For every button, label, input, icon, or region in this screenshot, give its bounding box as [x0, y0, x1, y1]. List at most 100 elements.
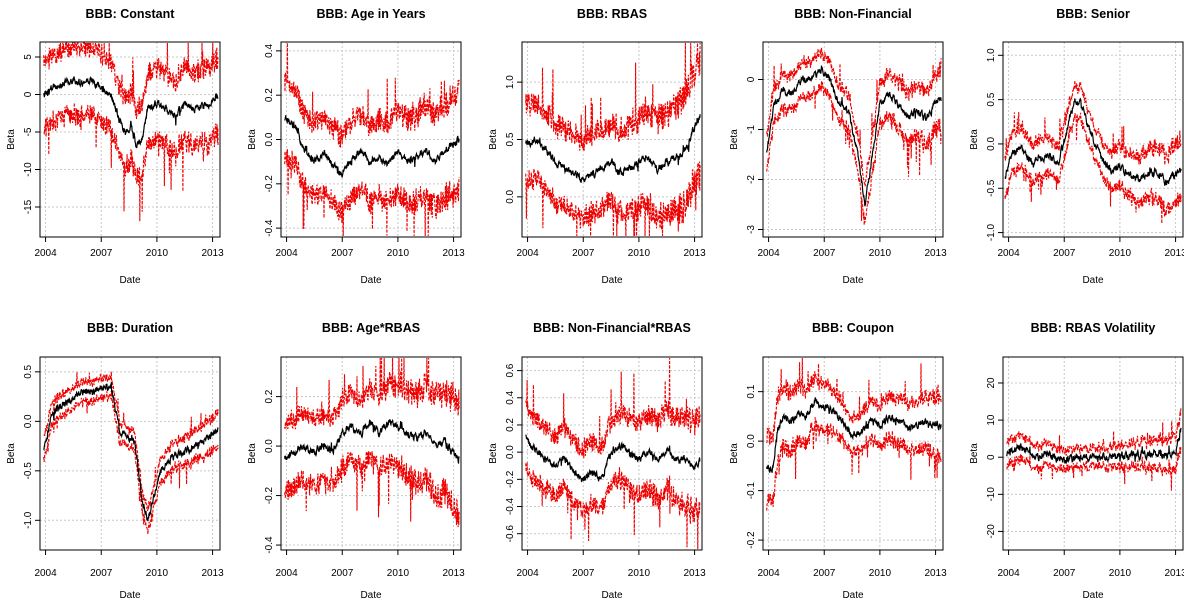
estimate-line — [766, 65, 942, 207]
upper-band-line — [284, 42, 460, 148]
y-tick-label: 0.0 — [746, 434, 757, 448]
y-tick-label: 1.0 — [986, 48, 997, 62]
plot-frame — [1002, 356, 1184, 551]
y-tick-label: -0.2 — [746, 531, 757, 549]
x-tick-label: 2010 — [1109, 248, 1132, 259]
lower-band-line — [43, 390, 219, 535]
lower-band-line — [1006, 447, 1182, 491]
x-tick-label: 2007 — [1053, 568, 1076, 579]
x-tick-label: 2004 — [757, 248, 780, 259]
x-tick-label: 2010 — [146, 568, 169, 579]
y-tick-label: 0.0 — [505, 189, 516, 203]
x-tick-label: 2004 — [34, 568, 57, 579]
panel-title: BBB: Senior — [1056, 7, 1130, 21]
y-tick-label: 0 — [746, 76, 757, 82]
y-tick-label: 0.2 — [264, 88, 275, 102]
x-axis-label: Date — [119, 275, 141, 286]
lower-band-line — [766, 80, 942, 226]
y-tick-label: 0 — [986, 454, 997, 460]
x-tick-label: 2013 — [201, 568, 224, 579]
y-axis-label: Beta — [247, 443, 258, 464]
y-tick-label: 0.0 — [505, 445, 516, 459]
estimate-line — [1006, 427, 1182, 464]
x-tick-label: 2007 — [572, 248, 595, 259]
plot-frame — [39, 356, 221, 551]
x-axis-label: Date — [360, 275, 382, 286]
x-tick-label: 2004 — [275, 568, 298, 579]
x-tick-label: 2013 — [1164, 248, 1184, 259]
upper-band-line — [525, 357, 701, 459]
x-tick-label: 2010 — [628, 248, 651, 259]
x-tick-label: 2013 — [683, 568, 706, 579]
y-tick-label: -3 — [746, 225, 757, 234]
y-tick-label: -0.4 — [505, 497, 516, 515]
plot-frame — [762, 356, 944, 551]
x-tick-label: 2007 — [331, 248, 354, 259]
x-tick-label: 2007 — [813, 568, 836, 579]
x-tick-label: 2010 — [869, 248, 892, 259]
y-tick-label: -0.5 — [23, 462, 34, 480]
upper-band-line — [284, 357, 460, 430]
y-axis-label: Beta — [488, 129, 499, 150]
upper-band-line — [766, 357, 942, 445]
panel-title: BBB: Age in Years — [316, 7, 425, 21]
lower-band-line — [1004, 112, 1182, 224]
lower-band-line — [284, 450, 460, 528]
estimate-line — [43, 76, 219, 149]
panel-title: BBB: RBAS Volatility — [1031, 321, 1156, 335]
y-axis-label: Beta — [969, 129, 980, 150]
y-tick-label: -0.1 — [746, 482, 757, 500]
x-tick-label: 2013 — [442, 568, 465, 579]
x-tick-label: 2013 — [924, 248, 947, 259]
panel-7: BBB: Non-Financial*RBAS 2004 2007 2010 2013 -… — [488, 321, 706, 601]
panel-title: BBB: Non-Financial*RBAS — [533, 321, 691, 335]
x-tick-label: 2013 — [442, 248, 465, 259]
panel-title: BBB: Non-Financial — [794, 7, 911, 21]
y-tick-label: -0.4 — [264, 536, 275, 554]
y-tick-label: 0.4 — [505, 390, 516, 404]
y-axis-label: Beta — [729, 443, 740, 464]
panel-title: BBB: RBAS — [577, 7, 647, 21]
y-tick-label: -0.6 — [505, 525, 516, 543]
upper-band-line — [1006, 407, 1182, 456]
panel-5: BBB: Duration 2004 2007 2010 2013 -1.0 -0.5 0.0… — [6, 321, 224, 601]
y-tick-label: -10 — [23, 162, 34, 177]
estimate-line — [766, 397, 942, 474]
x-tick-label: 2010 — [1109, 568, 1132, 579]
y-tick-label: -0.2 — [505, 470, 516, 488]
y-axis-label: Beta — [729, 129, 740, 150]
x-tick-label: 2010 — [628, 568, 651, 579]
x-tick-label: 2010 — [387, 248, 410, 259]
y-axis-label: Beta — [969, 443, 980, 464]
y-tick-label: -20 — [986, 524, 997, 539]
upper-band-line — [766, 47, 942, 187]
y-tick-label: 20 — [986, 377, 997, 389]
x-tick-label: 2007 — [90, 568, 113, 579]
x-axis-label: Date — [842, 590, 864, 601]
panel-title: BBB: Duration — [87, 321, 173, 335]
y-axis-label: Beta — [6, 129, 17, 150]
plot-frame — [521, 356, 703, 551]
y-tick-label: 0.2 — [505, 418, 516, 432]
y-tick-label: 0.4 — [264, 43, 275, 57]
plot-frame — [1002, 41, 1184, 238]
x-axis-label: Date — [1082, 590, 1104, 601]
x-tick-label: 2007 — [1053, 248, 1076, 259]
y-tick-label: -5 — [23, 127, 34, 136]
y-tick-label: -0.2 — [264, 487, 275, 505]
upper-band-line — [1004, 80, 1182, 165]
x-axis-label: Date — [601, 590, 623, 601]
x-tick-label: 2004 — [34, 248, 57, 259]
x-axis-label: Date — [601, 275, 623, 286]
x-tick-label: 2010 — [146, 248, 169, 259]
x-axis-label: Date — [360, 590, 382, 601]
y-tick-label: 5 — [23, 54, 34, 60]
y-tick-label: 10 — [986, 414, 997, 426]
y-axis-label: Beta — [247, 129, 258, 150]
y-tick-label: 0.5 — [505, 132, 516, 146]
y-tick-label: 0 — [23, 91, 34, 97]
x-tick-label: 2007 — [813, 248, 836, 259]
panel-4: BBB: Senior 2004 2007 2010 2013 -1.0 -0.5 0.0 0.… — [969, 7, 1184, 286]
